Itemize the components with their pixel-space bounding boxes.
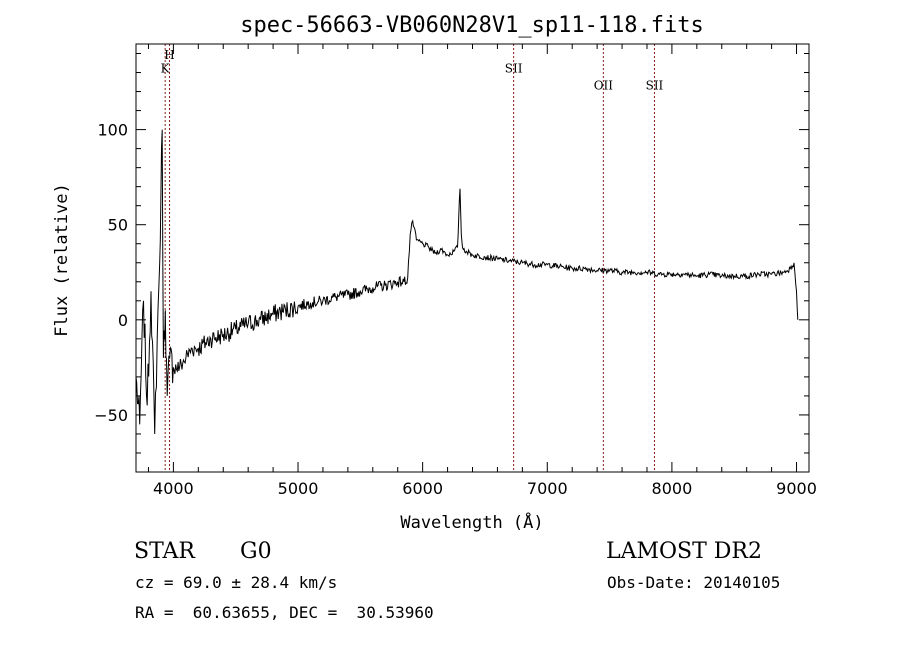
marker-label-k-0: K [161,62,171,76]
object-class: STAR [134,539,195,564]
spectral-line-markers: KH SII OII SII [161,44,664,472]
marker-label-h-1: H [164,48,174,62]
redshift-velocity: cz = 69.0 ± 28.4 km/s [135,573,338,592]
marker-label-oii-3: OII [594,79,614,93]
y-tick-label: 0 [118,311,128,330]
x-axis-ticks: 4000 5000 6000 7000 8000 9000 [147,44,817,498]
y-tick-label: 100 [97,121,128,140]
x-tick-label: 5000 [278,479,319,498]
chart-title: spec-56663-VB060N28V1_sp11-118.fits [240,13,704,38]
x-axis-label: Wavelength (Å) [400,511,543,533]
y-axis-ticks: −50 0 50 100 [94,53,809,454]
plot-frame [135,43,810,473]
x-tick-label: 4000 [153,479,194,498]
object-subclass: G0 [240,539,272,564]
y-axis-label: Flux (relative) [52,183,72,337]
y-tick-label: 50 [108,216,128,235]
survey-name: LAMOST DR2 [606,539,762,564]
x-tick-label: 7000 [527,479,568,498]
marker-label-sii-2: SII [505,62,523,76]
x-tick-label: 9000 [776,479,817,498]
marker-label-sii-4: SII [646,79,664,93]
sky-coordinates: RA = 60.63655, DEC = 30.53960 [135,603,434,622]
spectrum-line [135,129,799,435]
x-tick-label: 8000 [652,479,693,498]
observation-date: Obs-Date: 20140105 [607,573,781,592]
y-tick-label: −50 [94,406,128,425]
x-tick-label: 6000 [402,479,443,498]
